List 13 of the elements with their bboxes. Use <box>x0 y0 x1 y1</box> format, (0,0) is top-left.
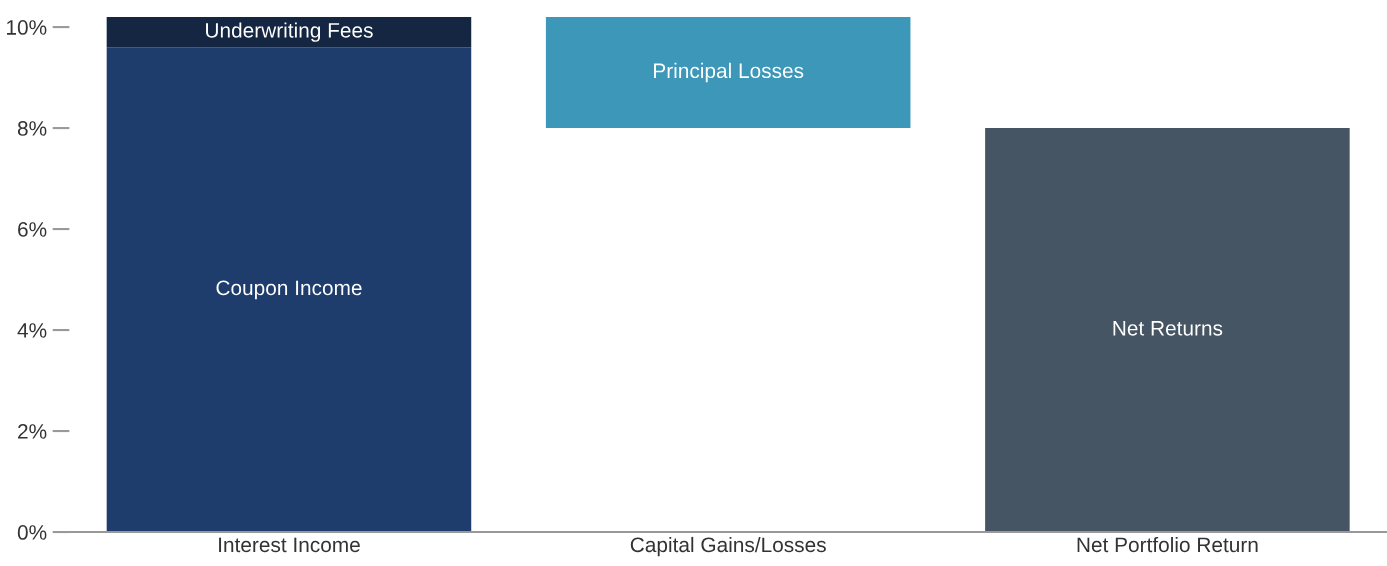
y-tick-label: 2% <box>18 424 47 439</box>
x-tick-label: Capital Gains/Losses <box>630 536 826 557</box>
x-tick-label: Net Portfolio Return <box>1077 536 1258 553</box>
series-label: Net Returns <box>1113 321 1223 336</box>
y-tick-label: 10% <box>7 20 47 35</box>
y-tick-label: 0% <box>17 525 47 540</box>
y-tick-label: 4% <box>17 323 47 338</box>
y-tick-label: 6% <box>18 222 47 237</box>
series-label: Coupon Income <box>216 280 362 300</box>
series-label: Principal Losses <box>654 62 804 83</box>
x-tick-label: Interest Income <box>219 537 360 553</box>
y-tick-label: 8% <box>17 121 47 136</box>
series-label: Underwriting Fees <box>206 22 373 42</box>
